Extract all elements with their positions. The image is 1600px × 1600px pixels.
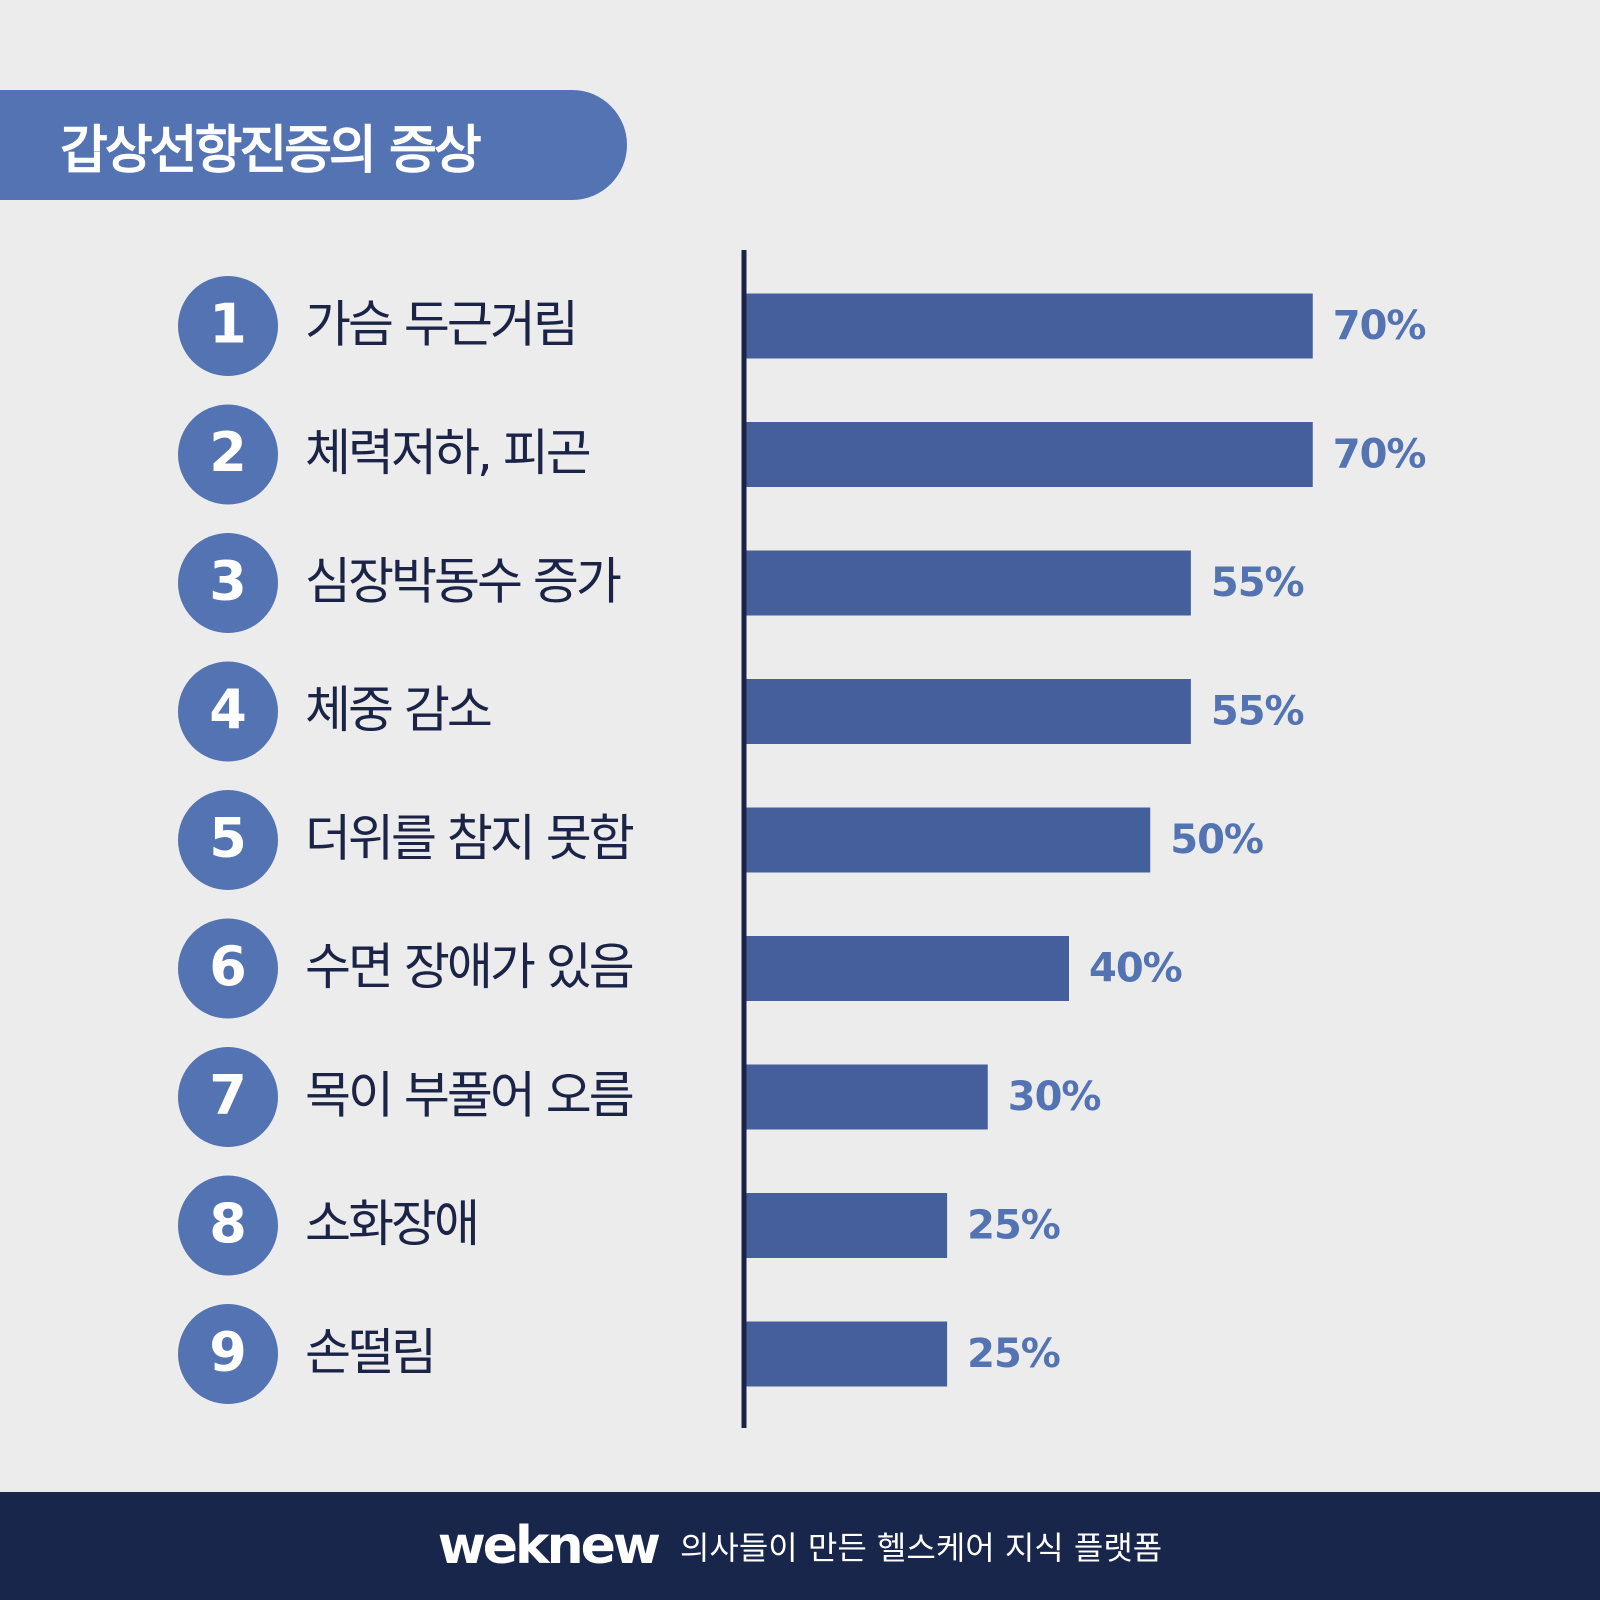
footer-bar: weknew 의사들이 만든 헬스케어 지식 플랫폼 bbox=[0, 1492, 1600, 1600]
rank-circle bbox=[178, 661, 278, 762]
category-label: 체중 감소 bbox=[305, 681, 491, 739]
bar bbox=[744, 1193, 948, 1258]
category-label: 심장박동수 증가 bbox=[305, 553, 621, 611]
rank-number: 6 bbox=[209, 935, 247, 998]
category-label: 목이 부풀어 오름 bbox=[305, 1067, 633, 1125]
category-label: 수면 장애가 있음 bbox=[305, 938, 633, 996]
value-label: 40% bbox=[1089, 946, 1182, 992]
rank-number: 1 bbox=[209, 293, 247, 356]
title-banner: 갑상선항진증의 증상 bbox=[0, 90, 627, 200]
bar bbox=[744, 679, 1191, 744]
rank-circle bbox=[178, 918, 278, 1019]
rank-circle bbox=[178, 790, 278, 890]
rank-number: 8 bbox=[209, 1192, 247, 1255]
bar bbox=[744, 293, 1313, 359]
category-label: 손떨림 bbox=[305, 1324, 434, 1382]
bar bbox=[744, 550, 1191, 616]
chart-title: 갑상선항진증의 증상 bbox=[60, 120, 482, 181]
rank-number: 3 bbox=[209, 550, 247, 613]
rank-circle bbox=[178, 533, 278, 633]
bar bbox=[744, 422, 1313, 487]
bar bbox=[744, 936, 1069, 1001]
weknew-logo[interactable]: weknew bbox=[437, 1516, 661, 1576]
rank-number: 7 bbox=[209, 1064, 247, 1127]
category-label: 가슴 두근거림 bbox=[305, 296, 576, 354]
rank-number: 5 bbox=[209, 807, 247, 870]
value-label: 70% bbox=[1333, 303, 1426, 349]
value-label: 25% bbox=[967, 1203, 1060, 1249]
category-label: 체력저하, 피곤 bbox=[305, 424, 590, 482]
value-label: 50% bbox=[1170, 817, 1263, 863]
rank-number: 4 bbox=[209, 678, 247, 741]
rank-circle bbox=[178, 276, 278, 376]
category-label: 소화장애 bbox=[305, 1195, 477, 1253]
rank-circle bbox=[178, 404, 278, 505]
bar bbox=[744, 807, 1151, 873]
rank-circle bbox=[178, 1175, 278, 1276]
rank-circle bbox=[178, 1304, 278, 1404]
bar-chart: 1 가슴 두근거림 70% 2 체력저하, 피곤 70% 3 심장박동수 증가 55% 4 체중 감… bbox=[178, 250, 1427, 1428]
rank-number: 2 bbox=[209, 421, 247, 484]
footer-tagline: 의사들이 만든 헬스케어 지식 플랫폼 bbox=[679, 1529, 1163, 1567]
value-label: 55% bbox=[1211, 689, 1304, 735]
category-label: 더위를 참지 못함 bbox=[305, 810, 634, 868]
value-label: 55% bbox=[1211, 560, 1304, 606]
rank-number: 9 bbox=[209, 1321, 247, 1384]
rank-circle bbox=[178, 1047, 278, 1147]
value-label: 25% bbox=[967, 1331, 1060, 1377]
bar bbox=[744, 1321, 948, 1387]
bar bbox=[744, 1064, 988, 1130]
value-label: 30% bbox=[1008, 1074, 1101, 1120]
value-label: 70% bbox=[1333, 432, 1426, 478]
